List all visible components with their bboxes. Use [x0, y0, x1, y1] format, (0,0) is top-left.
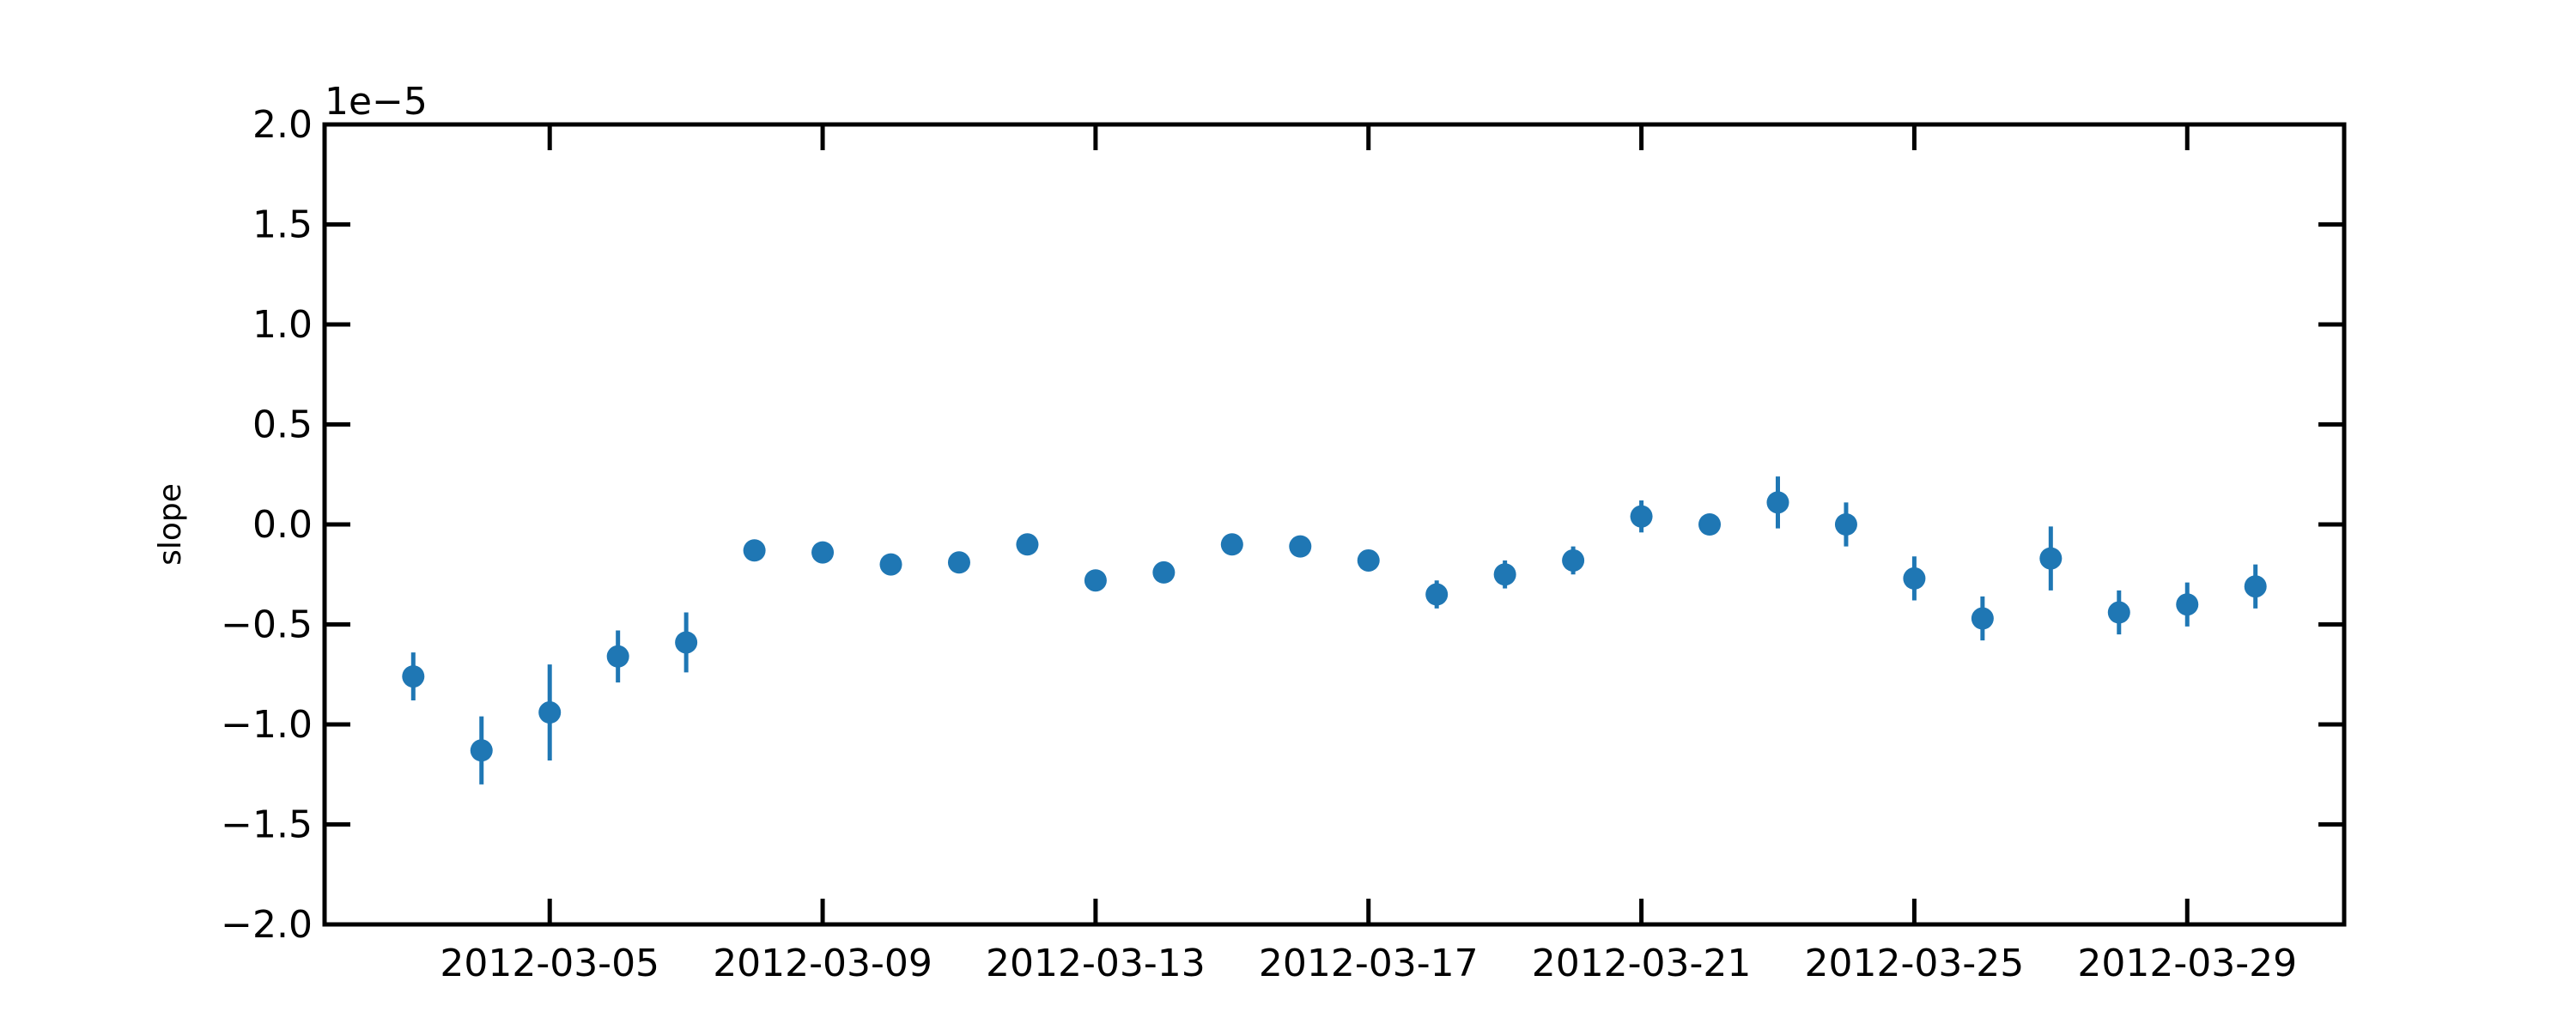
- data-point: [2176, 593, 2199, 616]
- data-point: [1766, 491, 1789, 514]
- data-marks: [402, 476, 2267, 785]
- data-point: [2039, 547, 2063, 570]
- data-point: [1220, 533, 1243, 556]
- data-point: [606, 645, 629, 668]
- x-tick-label: 2012-03-17: [1259, 942, 1479, 985]
- data-point: [947, 551, 970, 574]
- y-tick-label: −1.0: [221, 703, 313, 747]
- plot-frame: [322, 122, 2347, 927]
- y-tick-label: 2.0: [252, 103, 313, 147]
- data-point: [743, 539, 766, 562]
- x-tick-label: 2012-03-13: [986, 942, 1206, 985]
- x-tick-label: 2012-03-25: [1805, 942, 2025, 985]
- data-point: [1971, 607, 1994, 630]
- y-tick-label: −0.5: [221, 603, 313, 647]
- data-point: [1357, 548, 1380, 572]
- x-tick-label: 2012-03-29: [2077, 942, 2297, 985]
- data-point: [1425, 583, 1449, 606]
- y-tick-label: −2.0: [221, 903, 313, 947]
- y-offset-label: 1e−5: [325, 80, 428, 124]
- y-tick-label: 0.5: [252, 403, 313, 447]
- y-tick-label: −1.5: [221, 803, 313, 847]
- y-axis-label: slope: [153, 483, 188, 566]
- data-point: [1630, 505, 1653, 528]
- data-point: [1834, 513, 1857, 536]
- data-point: [1493, 563, 1516, 586]
- data-point: [811, 541, 835, 564]
- data-point: [1562, 548, 1585, 572]
- data-point: [470, 739, 493, 762]
- data-point: [675, 631, 698, 654]
- data-point: [402, 665, 425, 688]
- x-tick-label: 2012-03-21: [1532, 942, 1752, 985]
- x-tick-label: 2012-03-09: [713, 942, 933, 985]
- data-point: [1698, 513, 1722, 536]
- axis-ticks: 2012-03-05 2012-03-09 2012-03-13 2012-03-17…: [221, 103, 2344, 985]
- data-point: [1016, 533, 1039, 556]
- x-tick-label: 2012-03-05: [440, 942, 659, 985]
- data-point: [2107, 601, 2130, 624]
- data-point: [1152, 560, 1176, 584]
- y-tick-label: 0.0: [252, 503, 313, 547]
- data-point: [1903, 566, 1926, 590]
- data-point: [2244, 575, 2267, 598]
- data-point: [1289, 535, 1312, 558]
- y-tick-label: 1.0: [252, 303, 313, 347]
- data-point: [1084, 569, 1107, 592]
- data-point: [879, 553, 902, 576]
- y-tick-label: 1.5: [252, 203, 313, 247]
- data-point: [538, 701, 562, 724]
